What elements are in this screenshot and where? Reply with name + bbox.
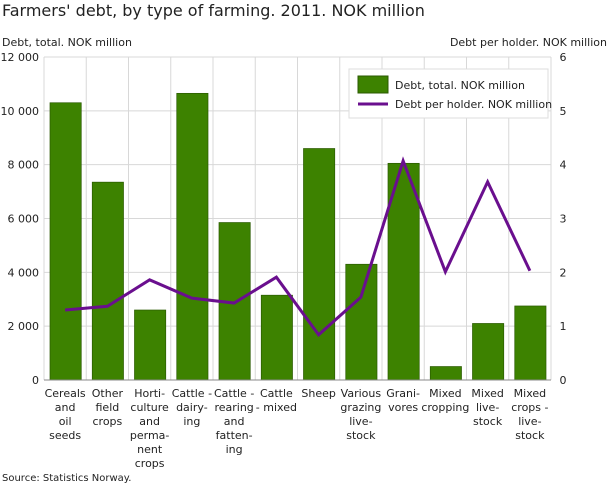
chart-title: Farmers' debt, by type of farming. 2011.… [2,1,425,20]
category-label: Sheep [301,387,335,400]
right-axis-label: Debt per holder. NOK million [449,36,607,49]
category-label: Mixed live-stock [471,387,503,428]
category-label: Cattle - mixed [256,387,297,414]
bar [134,309,167,381]
category-label: Cereals and oil seeds [45,387,86,442]
right-tick-label: 0 [560,374,567,387]
bar [176,92,209,381]
bar [429,366,462,381]
category-label: Grani-vores [386,387,420,414]
bar [260,294,293,381]
left-tick-label: 12 000 [1,51,40,64]
right-tick-label: 2 [560,266,567,279]
bar [514,305,547,381]
bar [472,323,505,381]
bar [345,263,378,381]
source-note: Source: Statistics Norway. [2,473,132,484]
left-axis-label: Debt, total. NOK million [2,36,132,49]
category-label: Mixed crops -live-stock [511,387,548,442]
category-label: Mixed cropping [421,387,469,414]
line-series [64,156,532,337]
bar [91,181,124,381]
category-label: Cattle -rearing and fatten-ing [214,387,254,456]
category-label: Various grazing live-stock [340,387,381,442]
legend-swatch-bar [357,75,389,94]
right-tick-label: 4 [560,159,567,172]
left-tick-label: 8 000 [8,159,40,172]
bar [49,102,82,381]
left-tick-label: 4 000 [8,266,40,279]
left-tick-label: 6 000 [8,213,40,226]
left-tick-label: 10 000 [1,105,40,118]
plot-area: 0 2 000 4 000 6 000 8 000 10 000 12 000 0 1 2 3 4 5 6… [1,51,567,470]
category-label: Other field crops [92,387,124,428]
right-tick-label: 3 [560,213,567,226]
left-tick-label: 0 [32,374,39,387]
category-label: Cattle -dairy-ing [172,387,212,428]
right-tick-label: 1 [560,320,567,333]
legend-label-line: Debt per holder. NOK million [395,98,552,111]
category-label: Horti-culture and perma-nent crops [130,387,170,470]
left-tick-label: 2 000 [8,320,40,333]
legend-label-bar: Debt, total. NOK million [395,79,525,92]
bar [303,148,336,381]
right-tick-label: 5 [560,105,567,118]
right-tick-label: 6 [560,51,567,64]
